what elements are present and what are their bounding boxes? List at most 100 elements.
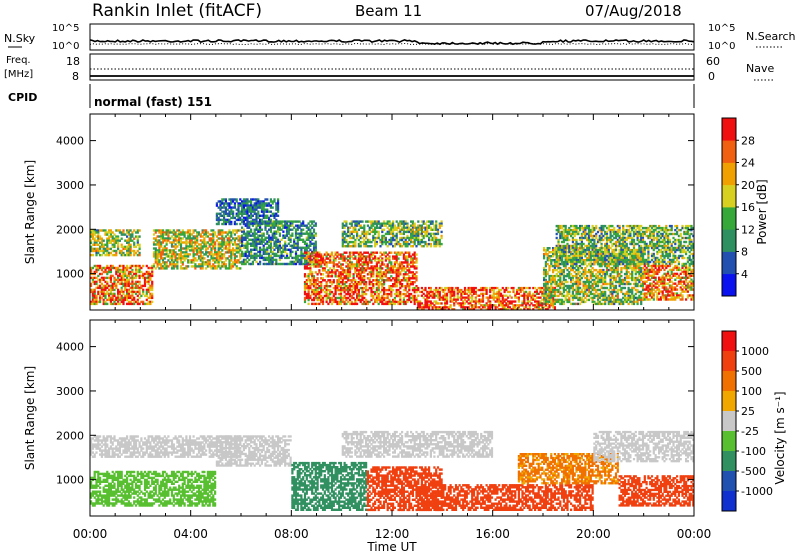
heatmap-cell (111, 253, 114, 257)
heatmap-cell (106, 241, 109, 244)
heatmap-cell (100, 245, 103, 249)
heatmap-cell (178, 237, 181, 240)
freq-top-tick: 18 (66, 55, 80, 68)
heatmap-cell (117, 245, 120, 249)
heatmap-cell (109, 284, 112, 288)
heatmap-cell (95, 298, 98, 302)
heatmap-cell (133, 276, 136, 280)
heatmap-cell (174, 243, 177, 246)
heatmap-cell (100, 292, 103, 296)
heatmap-cell (118, 239, 121, 242)
heatmap-cell (102, 278, 105, 282)
heatmap-cell (120, 274, 123, 278)
heatmap-cell (106, 231, 109, 234)
heatmap-cell (152, 247, 156, 250)
heatmap-cell (109, 274, 112, 278)
heatmap-cell (97, 278, 100, 282)
heatmap-cell (406, 245, 409, 248)
heatmap-cell (108, 231, 111, 234)
heatmap-cell (170, 231, 174, 234)
heatmap-cell (131, 249, 134, 253)
heatmap-cell (415, 261, 418, 264)
heatmap-cell (165, 265, 168, 268)
heatmap-cell (314, 222, 317, 225)
heatmap-cell (115, 284, 118, 288)
heatmap-cell (129, 249, 132, 253)
heatmap-cell (170, 243, 174, 246)
heatmap-cell (118, 278, 121, 282)
heatmap-cell (165, 243, 168, 246)
heatmap-cell (172, 249, 175, 252)
heatmap-cell (133, 264, 136, 268)
heatmap-cell (179, 251, 183, 254)
heatmap-cell (178, 229, 181, 232)
heatmap-cell (147, 288, 150, 292)
heatmap-cell (100, 286, 103, 290)
heatmap-cell (134, 284, 138, 288)
heatmap-cell (169, 255, 172, 258)
heatmap-cell (95, 276, 98, 280)
heatmap-cell (156, 239, 159, 242)
heatmap-cell (90, 241, 93, 244)
heatmap-cell (453, 296, 456, 299)
heatmap-cell (108, 237, 111, 240)
heatmap-cell (126, 290, 129, 294)
heatmap-cell (136, 243, 139, 246)
date-label: 07/Aug/2018 (585, 2, 682, 20)
heatmap-cell (117, 296, 120, 300)
heatmap-cell (102, 270, 105, 274)
heatmap-cell (169, 263, 172, 266)
heatmap-cell (106, 245, 109, 249)
heatmap-cell (277, 214, 280, 217)
heatmap-cell (170, 253, 174, 256)
power-heatmap (90, 198, 695, 311)
heatmap-cell (129, 245, 132, 249)
heatmap-cell (507, 286, 510, 290)
heatmap-cell (361, 220, 364, 223)
heatmap-cell (97, 229, 100, 232)
heatmap-cell (93, 294, 96, 298)
heatmap-cell (152, 229, 156, 232)
heatmap-cell (181, 233, 184, 236)
heatmap-cell (117, 278, 120, 282)
heatmap-cell (136, 284, 139, 288)
heatmap-cell (113, 233, 116, 236)
heatmap-cell (109, 276, 112, 280)
heatmap-cell (169, 257, 172, 260)
heatmap-cell (138, 264, 141, 268)
heatmap-cell (165, 237, 168, 240)
heatmap-cell (124, 294, 127, 298)
heatmap-cell (106, 266, 109, 270)
nsky-right-bottom-tick: 10^0 (708, 41, 735, 52)
heatmap-cell (147, 270, 150, 274)
heatmap-cell (136, 298, 139, 302)
heatmap-cell (131, 235, 134, 238)
heatmap-cell (90, 290, 93, 294)
heatmap-cell (117, 294, 120, 298)
heatmap-cell (108, 288, 111, 292)
heatmap-cell (151, 274, 154, 278)
heatmap-cell (165, 263, 168, 266)
heatmap-cell (122, 282, 125, 286)
heatmap-cell (127, 272, 130, 276)
heatmap-cell (233, 206, 236, 209)
heatmap-cell (124, 247, 127, 251)
heatmap-cell (359, 245, 362, 248)
heatmap-cell (334, 292, 337, 296)
heatmap-cell (172, 259, 175, 262)
heatmap-cell (312, 236, 316, 239)
heatmap-cell (176, 263, 179, 266)
heatmap-cell (411, 220, 414, 223)
heatmap-cell (115, 237, 118, 240)
heatmap-cell (176, 265, 179, 268)
heatmap-cell (474, 286, 477, 290)
heatmap-cell (345, 251, 348, 254)
heatmap-cell (127, 288, 130, 292)
heatmap-cell (115, 268, 118, 272)
heatmap-cell (325, 265, 328, 268)
heatmap-cell (102, 243, 105, 246)
heatmap-cell (104, 292, 107, 296)
heatmap-cell (415, 245, 418, 248)
heatmap-cell (176, 257, 179, 260)
heatmap-cell (127, 241, 130, 244)
